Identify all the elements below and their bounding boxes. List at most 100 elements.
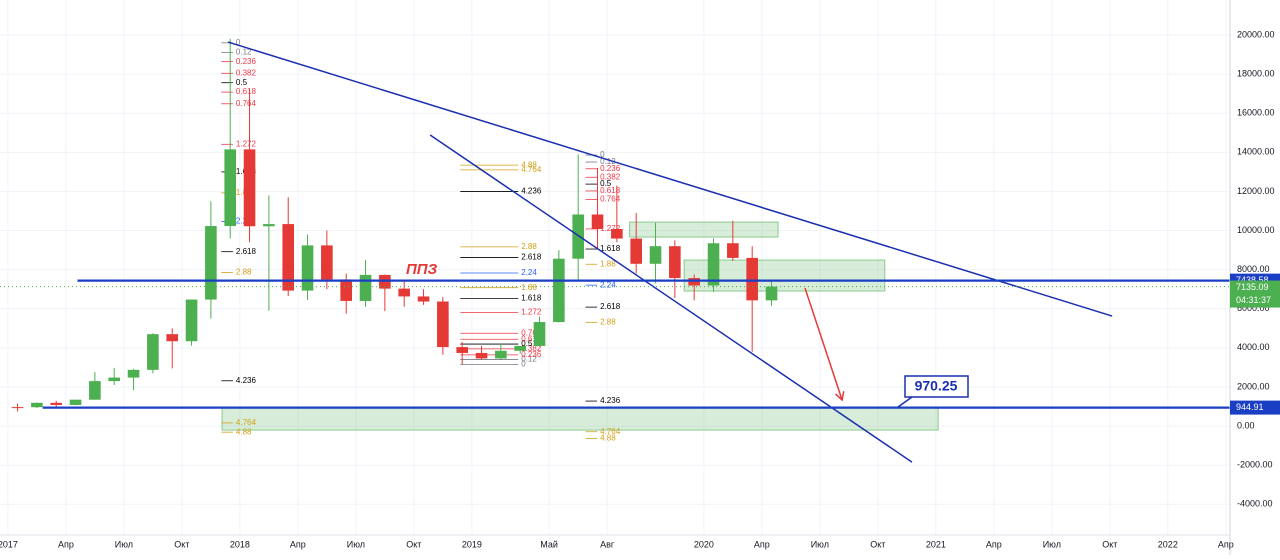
fib-label: 0.764	[521, 328, 542, 337]
trendline	[227, 41, 1113, 317]
x-tick-label: Июл	[811, 539, 829, 549]
fib-label: 0.5	[236, 78, 248, 87]
candle-body	[31, 402, 43, 408]
candle-body	[185, 299, 198, 342]
x-tick-label: 2021	[926, 539, 946, 549]
price-tag-label: 7438.58	[1236, 275, 1269, 285]
zone	[629, 221, 779, 238]
x-tick-label: 2019	[462, 539, 482, 549]
callout-pointer	[897, 396, 913, 408]
fib-label: 0.12	[521, 355, 537, 364]
fib-label: 0.764	[600, 195, 621, 204]
fib-label: 4.236	[521, 187, 542, 196]
fib-label: 4.88	[236, 427, 252, 436]
x-tick-label: Окт	[406, 539, 421, 549]
y-tick-label: 8000.00	[1237, 264, 1270, 274]
price-tag-label: 944.91	[1236, 402, 1264, 412]
candle-body	[321, 245, 333, 280]
candle-body	[727, 243, 739, 258]
candle-body	[282, 224, 295, 291]
fib-label: 1.88	[600, 259, 616, 268]
candle-body	[669, 246, 681, 279]
fib-label: 0.236	[521, 350, 542, 359]
candle-body	[649, 246, 662, 264]
fib-label: 1.272	[236, 139, 257, 148]
x-tick-label: 2020	[694, 539, 714, 549]
x-tick-label: Апр	[58, 539, 74, 549]
y-tick-label: 6000.00	[1237, 303, 1270, 313]
fib-label: 4.88	[600, 434, 616, 443]
candle-body	[147, 334, 159, 370]
callout-box	[904, 375, 969, 398]
y-tick-label: 14000.00	[1237, 147, 1275, 157]
x-tick-label: Апр	[1218, 539, 1234, 549]
fib-label: 4.236	[236, 376, 257, 385]
candle-body	[379, 274, 391, 289]
candle-body	[572, 214, 584, 259]
candle-body	[127, 369, 140, 378]
fib-label: 0.618	[600, 186, 621, 195]
y-tick-label: 10000.00	[1237, 225, 1275, 235]
fib-label: 0.236	[236, 57, 257, 66]
fib-label: 4.764	[521, 165, 542, 174]
fib-label: 4.764	[236, 418, 257, 427]
x-tick-label: Апр	[754, 539, 770, 549]
fib-label: 0.618	[236, 87, 257, 96]
x-tick-label: Апр	[290, 539, 306, 549]
fib-label: 4.88	[521, 160, 537, 169]
ppz-label: ППЗ	[406, 261, 438, 278]
fib-label: 1.88	[521, 283, 537, 292]
candle-body	[765, 286, 778, 301]
fib-label: 2.618	[521, 253, 542, 262]
candle-body	[359, 274, 372, 301]
candle-body	[495, 350, 507, 359]
fib-label: 0.236	[600, 164, 621, 173]
fib-label: 2.618	[600, 302, 621, 311]
plot: 00.120.2360.3820.50.6180.7641.2721.6181.…	[0, 0, 1230, 535]
fib-label: 2.88	[236, 268, 252, 277]
candle-body	[224, 149, 237, 227]
fib-label: 0	[521, 360, 526, 369]
y-tick-label: 20000.00	[1237, 29, 1275, 39]
candle-body	[746, 257, 758, 301]
y-tick-label: -2000.00	[1237, 460, 1273, 470]
fib-label: 0.5	[600, 179, 612, 188]
candle-body	[630, 238, 642, 264]
x-tick-label: Апр	[986, 539, 1002, 549]
candle-body	[688, 278, 700, 286]
candle-body	[11, 407, 24, 409]
x-tick-label: Окт	[174, 539, 189, 549]
candle-body	[340, 279, 353, 301]
x-tick-label: Окт	[1102, 539, 1117, 549]
fib-label: 0	[236, 38, 241, 47]
last-price-label: 7135.09	[1236, 282, 1269, 292]
fib-label: 0.618	[521, 334, 542, 343]
candle-body	[263, 224, 275, 227]
candle-body	[108, 377, 121, 382]
x-tick-label: Июл	[115, 539, 133, 549]
fib-label: 1.272	[600, 224, 621, 233]
fib-label: 4.236	[600, 396, 621, 405]
countdown-label: 04:31:37	[1236, 295, 1271, 305]
fib-label: 0.12	[600, 157, 616, 166]
arrow-head	[835, 391, 845, 402]
candle-body	[205, 226, 217, 300]
x-tick-label: Июл	[1043, 539, 1061, 549]
candle-body	[553, 258, 565, 323]
fib-label: 0.382	[236, 68, 257, 77]
price-tag	[1230, 400, 1280, 415]
fib-label: 0.382	[521, 344, 542, 353]
y-tick-label: 18000.00	[1237, 68, 1275, 78]
x-tick-label: 2017	[0, 539, 18, 549]
fib-label: 0.12	[236, 48, 252, 57]
trendline	[804, 287, 843, 401]
x-tick-label: Авг	[600, 539, 615, 549]
fib-label: 0.382	[600, 172, 621, 181]
candle-body	[475, 352, 488, 359]
x-tick-label: Июл	[347, 539, 365, 549]
fib-label: 1.272	[521, 308, 542, 317]
fib-label: 1.618	[521, 294, 542, 303]
candle-body	[301, 245, 314, 291]
